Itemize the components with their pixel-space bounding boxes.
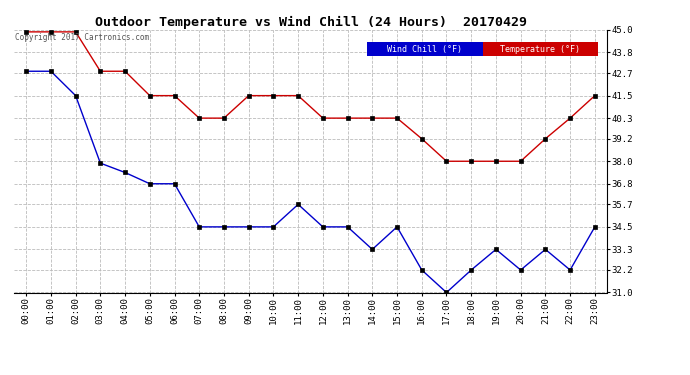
FancyBboxPatch shape [482,42,598,56]
Text: Wind Chill (°F): Wind Chill (°F) [387,45,462,54]
Text: Temperature (°F): Temperature (°F) [500,45,580,54]
FancyBboxPatch shape [367,42,482,56]
Text: Copyright 2017 Cartronics.com: Copyright 2017 Cartronics.com [15,33,149,42]
Title: Outdoor Temperature vs Wind Chill (24 Hours)  20170429: Outdoor Temperature vs Wind Chill (24 Ho… [95,16,526,29]
